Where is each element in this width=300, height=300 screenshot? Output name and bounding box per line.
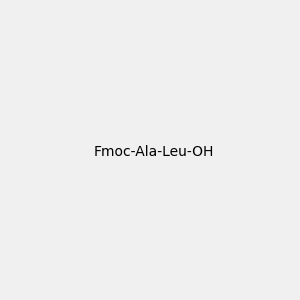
- Text: Fmoc-Ala-Leu-OH: Fmoc-Ala-Leu-OH: [94, 145, 214, 158]
